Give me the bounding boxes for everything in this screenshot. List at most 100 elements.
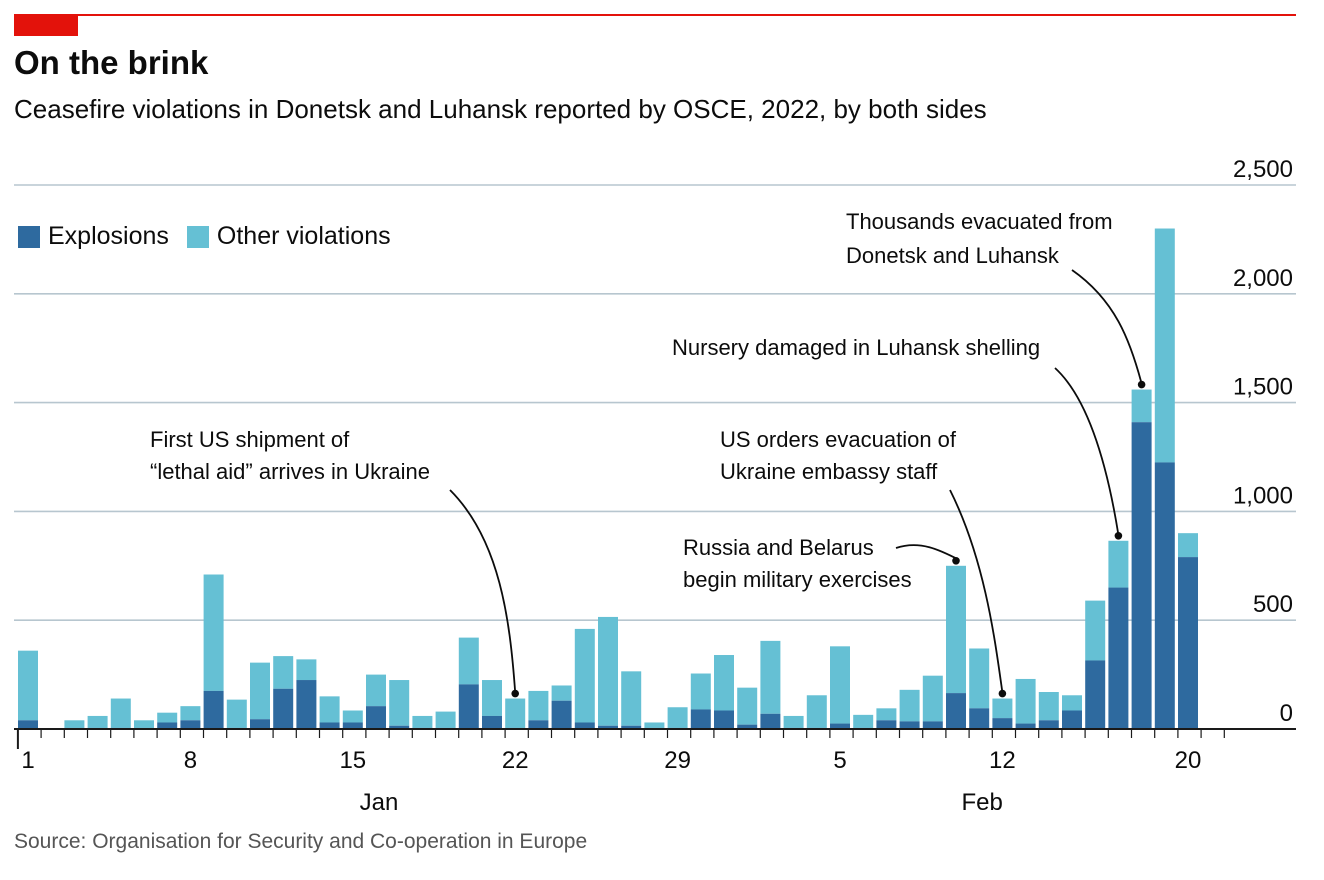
annotation-leader: [1054, 367, 1120, 535]
annotation-text: Donetsk and Luhansk: [846, 243, 1060, 268]
legend-swatch-other: [186, 225, 209, 248]
bar-explosions: [1131, 422, 1152, 729]
bar-explosions: [969, 708, 990, 729]
bar-explosions: [296, 680, 317, 729]
y-tick-label: 2,000: [1233, 265, 1293, 292]
legend-swatch-explosions: [18, 225, 40, 248]
bar-other-violations: [319, 696, 340, 723]
x-tick-label: 1: [21, 747, 34, 774]
legend-label-explosions: Explosions: [48, 222, 169, 250]
bar-explosions: [876, 720, 897, 729]
bar-other-violations: [1085, 600, 1106, 661]
bar-explosions: [551, 700, 572, 729]
bar-other-violations: [922, 675, 943, 722]
annotation-text: First US shipment of: [150, 427, 350, 452]
bar-explosions: [992, 718, 1013, 729]
bar-other-violations: [157, 712, 178, 723]
x-tick-label: 20: [1175, 747, 1202, 774]
source-note: Source: Organisation for Security and Co…: [14, 830, 588, 853]
bar-explosions: [458, 684, 479, 729]
bar-explosions: [760, 713, 781, 729]
bar-other-violations: [992, 698, 1013, 719]
annotation-dot: [952, 557, 960, 565]
bar-other-violations: [760, 640, 781, 714]
annotation-leader: [895, 544, 960, 561]
bar-other-violations: [644, 722, 665, 728]
bar-explosions: [1015, 723, 1036, 729]
y-tick-label: 1,000: [1233, 482, 1293, 509]
bar-other-violations: [667, 707, 688, 728]
brand-tag: [14, 14, 78, 36]
bar-explosions: [366, 706, 386, 729]
bar-explosions: [621, 725, 642, 729]
bar-other-violations: [1178, 533, 1198, 558]
bar-explosions: [1178, 557, 1198, 729]
bar-other-violations: [551, 685, 572, 701]
bar-explosions: [1154, 462, 1175, 729]
bar-explosions: [922, 721, 943, 729]
bar-other-violations: [435, 711, 456, 728]
legend-item-explosions: Explosions: [18, 222, 169, 251]
bar-other-violations: [946, 565, 966, 694]
bar-explosions: [690, 709, 711, 729]
x-tick-label: 22: [502, 747, 529, 774]
bar-other-violations: [273, 656, 294, 689]
x-tick-label: 5: [833, 747, 846, 774]
bar-explosions: [342, 722, 363, 729]
bar-other-violations: [574, 628, 595, 723]
bar-other-violations: [134, 720, 154, 728]
x-tick-label: 15: [339, 747, 366, 774]
x-tick-label: 8: [184, 747, 197, 774]
annotation-text: Russia and Belarus: [683, 535, 874, 560]
bar-explosions: [389, 725, 410, 729]
annotation-text: US orders evacuation of: [720, 427, 957, 452]
bar-explosions: [1038, 720, 1059, 729]
annotation-text: begin military exercises: [683, 567, 912, 592]
bar-explosions: [714, 710, 734, 729]
bar-explosions: [1085, 660, 1106, 729]
bar-other-violations: [598, 616, 618, 726]
bar-other-violations: [1108, 540, 1129, 588]
bar-other-violations: [482, 680, 502, 716]
bar-other-violations: [969, 648, 990, 709]
bar-other-violations: [64, 720, 85, 728]
bar-other-violations: [830, 646, 850, 724]
brand-rule: [14, 14, 1296, 16]
legend-item-other: Other violations: [186, 222, 391, 251]
chart-subtitle: Ceasefire violations in Donetsk and Luha…: [14, 94, 987, 124]
bar-other-violations: [714, 655, 734, 711]
bar-other-violations: [1062, 695, 1082, 711]
bar-explosions: [1062, 710, 1082, 729]
y-tick-label: 1,500: [1233, 374, 1293, 401]
annotation-leader: [449, 489, 517, 693]
bar-explosions: [946, 693, 966, 729]
x-tick-label: 12: [989, 747, 1016, 774]
annotation-leader: [1071, 269, 1143, 384]
month-label: Jan: [360, 789, 399, 816]
bar-other-violations: [458, 637, 479, 685]
bar-explosions: [250, 719, 270, 729]
annotation-dot: [511, 689, 519, 698]
bar-explosions: [528, 720, 549, 729]
bar-explosions: [737, 724, 758, 729]
bar-explosions: [203, 690, 224, 729]
annotation-text: Nursery damaged in Luhansk shelling: [672, 335, 1040, 360]
bar-other-violations: [296, 659, 317, 681]
bar-other-violations: [203, 574, 224, 691]
bar-other-violations: [412, 715, 433, 728]
bar-other-violations: [1015, 678, 1036, 724]
bar-other-violations: [18, 650, 38, 721]
annotation-text: Ukraine embassy staff: [720, 459, 938, 484]
bar-other-violations: [899, 689, 920, 722]
bar-other-violations: [87, 715, 108, 728]
bar-other-violations: [806, 695, 827, 728]
annotation-dot: [998, 689, 1007, 698]
chart-legend: Explosions Other violations: [18, 222, 409, 251]
bar-other-violations: [366, 674, 386, 707]
bar-explosions: [273, 688, 294, 729]
annotation-text: Thousands evacuated from: [846, 209, 1113, 234]
bar-explosions: [319, 722, 340, 729]
bar-other-violations: [180, 706, 201, 721]
bar-explosions: [18, 720, 38, 729]
